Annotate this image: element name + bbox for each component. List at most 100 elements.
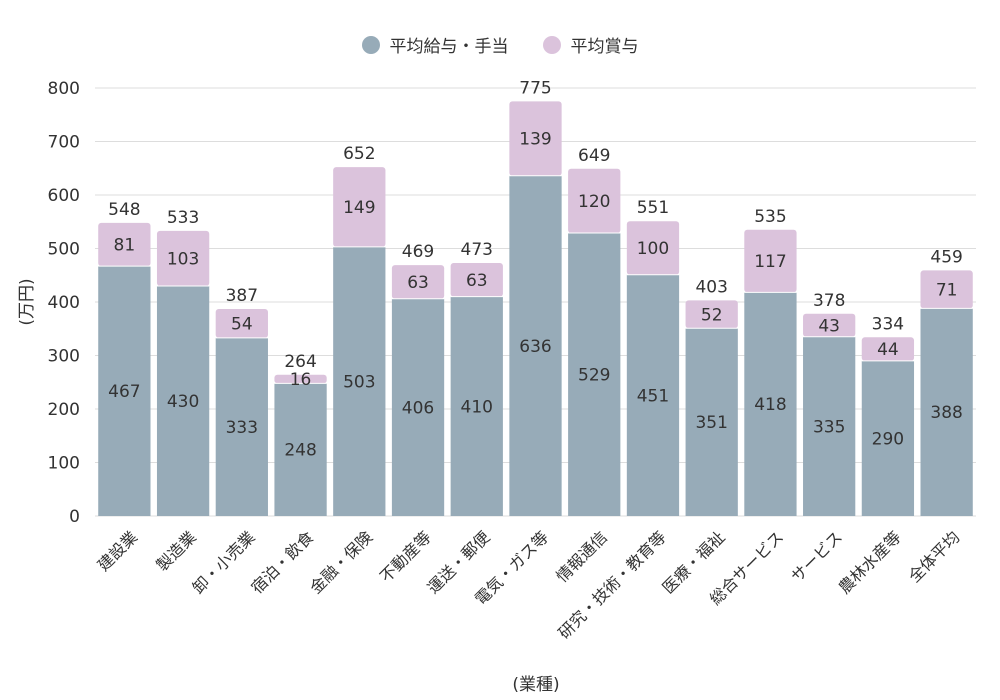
data-label-bonus: 44: [877, 340, 899, 360]
bar-segment-salary[interactable]: [450, 296, 503, 516]
data-label-bonus: 63: [407, 273, 429, 293]
total-label: 649: [578, 146, 610, 166]
bar-segment-salary[interactable]: [861, 360, 915, 516]
y-tick-label: 100: [48, 454, 80, 474]
bar-segment-salary[interactable]: [98, 266, 151, 516]
bar-segment-bonus[interactable]: [861, 337, 915, 361]
x-tick-label: 情報通信: [552, 527, 611, 586]
y-tick-label: 700: [48, 133, 80, 153]
data-label-bonus: 71: [936, 280, 958, 300]
chart-legend: 平均給与・手当 平均賞与: [0, 32, 1000, 57]
data-label-bonus: 54: [231, 314, 253, 334]
bar-segment-bonus[interactable]: [685, 300, 738, 329]
data-label-salary: 418: [754, 395, 786, 415]
x-tick-label: 全体平均: [905, 527, 964, 586]
data-label-salary: 529: [578, 365, 610, 385]
bar-segment-bonus[interactable]: [215, 308, 268, 338]
bar-segment-salary[interactable]: [274, 383, 327, 516]
legend-label-salary: 平均給与・手当: [389, 37, 509, 57]
data-label-salary: 248: [284, 441, 316, 461]
data-label-salary: 333: [226, 418, 258, 438]
bar-segment-salary[interactable]: [744, 292, 797, 516]
total-label: 403: [695, 277, 727, 297]
data-label-bonus: 43: [818, 316, 840, 336]
legend-item-salary[interactable]: 平均給与・手当: [361, 32, 509, 57]
bar-segment-bonus[interactable]: [333, 167, 386, 247]
total-label: 264: [284, 352, 316, 372]
y-tick-label: 0: [69, 507, 80, 527]
x-tick-label: サービス: [787, 527, 846, 586]
bar-segment-salary[interactable]: [920, 308, 973, 516]
data-label-salary: 503: [343, 372, 375, 392]
total-label: 387: [226, 286, 258, 306]
y-axis-title: (万円): [17, 278, 37, 325]
data-label-bonus: 149: [343, 198, 375, 218]
total-label: 334: [872, 314, 904, 334]
data-label-salary: 636: [519, 337, 551, 357]
bar-segment-salary[interactable]: [509, 175, 562, 517]
bar-segment-bonus[interactable]: [744, 229, 797, 293]
legend-swatch-bonus: [542, 35, 561, 54]
bar-segment-bonus[interactable]: [626, 221, 680, 275]
x-tick-label: 宿泊・飲食: [247, 527, 317, 597]
data-label-salary: 335: [813, 417, 845, 437]
data-label-bonus: 103: [167, 249, 199, 269]
bar-segment-bonus[interactable]: [156, 230, 210, 286]
y-tick-label: 200: [48, 400, 80, 420]
x-axis-title: (業種): [512, 675, 559, 695]
bar-segment-salary[interactable]: [568, 232, 621, 517]
data-label-bonus: 120: [578, 192, 610, 212]
data-label-salary: 451: [637, 386, 669, 406]
data-label-bonus: 63: [466, 271, 488, 291]
total-label: 775: [519, 78, 551, 98]
data-label-salary: 430: [167, 392, 199, 412]
x-tick-label: 建設業: [94, 527, 141, 574]
bar-segment-salary[interactable]: [215, 337, 268, 516]
x-tick-label: 研究・技術・教育等: [555, 527, 670, 642]
y-axis: 0 100 200 300 400 500 600 700 800: [48, 79, 80, 527]
bar-segment-bonus[interactable]: [274, 374, 327, 384]
bar-segment-bonus[interactable]: [98, 222, 151, 267]
y-tick-label: 600: [48, 186, 80, 206]
legend-label-bonus: 平均賞与: [570, 37, 639, 57]
x-tick-label: 製造業: [153, 527, 200, 574]
legend-item-bonus[interactable]: 平均賞与: [542, 32, 639, 57]
bar-segment-bonus[interactable]: [920, 270, 973, 309]
bar-segment-salary[interactable]: [803, 336, 856, 516]
bar-segment-salary[interactable]: [156, 285, 210, 516]
data-label-salary: 467: [108, 382, 140, 402]
bar-segment-bonus[interactable]: [450, 262, 503, 297]
bar-segment-bonus[interactable]: [568, 168, 621, 233]
data-label-bonus: 16: [290, 370, 312, 390]
data-label-bonus: 139: [519, 130, 551, 150]
total-label: 652: [343, 144, 375, 164]
total-label: 533: [167, 208, 199, 228]
total-label: 535: [754, 207, 786, 227]
y-tick-label: 800: [48, 79, 80, 99]
bar-segment-salary[interactable]: [685, 328, 738, 516]
data-label-salary: 351: [695, 413, 727, 433]
bar-segment-bonus[interactable]: [803, 313, 856, 337]
total-label: 551: [637, 198, 669, 218]
bar-segment-bonus[interactable]: [509, 101, 562, 176]
data-label-salary: 388: [930, 403, 962, 423]
y-tick-label: 400: [48, 293, 80, 313]
data-label-salary: 406: [402, 398, 434, 418]
bar-segment-salary[interactable]: [626, 274, 680, 516]
total-label: 473: [461, 240, 493, 260]
x-tick-label: 金融・保険: [306, 527, 376, 597]
data-label-bonus: 52: [701, 305, 723, 325]
data-label-bonus: 81: [114, 235, 136, 255]
total-label: 459: [930, 247, 962, 267]
bar-segment-salary[interactable]: [333, 246, 386, 516]
bar-segment-salary[interactable]: [391, 298, 445, 516]
legend-swatch-salary: [361, 35, 380, 54]
bar-segment-bonus[interactable]: [391, 265, 445, 299]
y-tick-label: 500: [48, 240, 80, 260]
x-tick-label: 農林水産等: [835, 527, 905, 597]
y-tick-label: 300: [48, 347, 80, 367]
data-label-salary: 410: [461, 397, 493, 417]
x-tick-label: 不動産等: [376, 527, 435, 586]
